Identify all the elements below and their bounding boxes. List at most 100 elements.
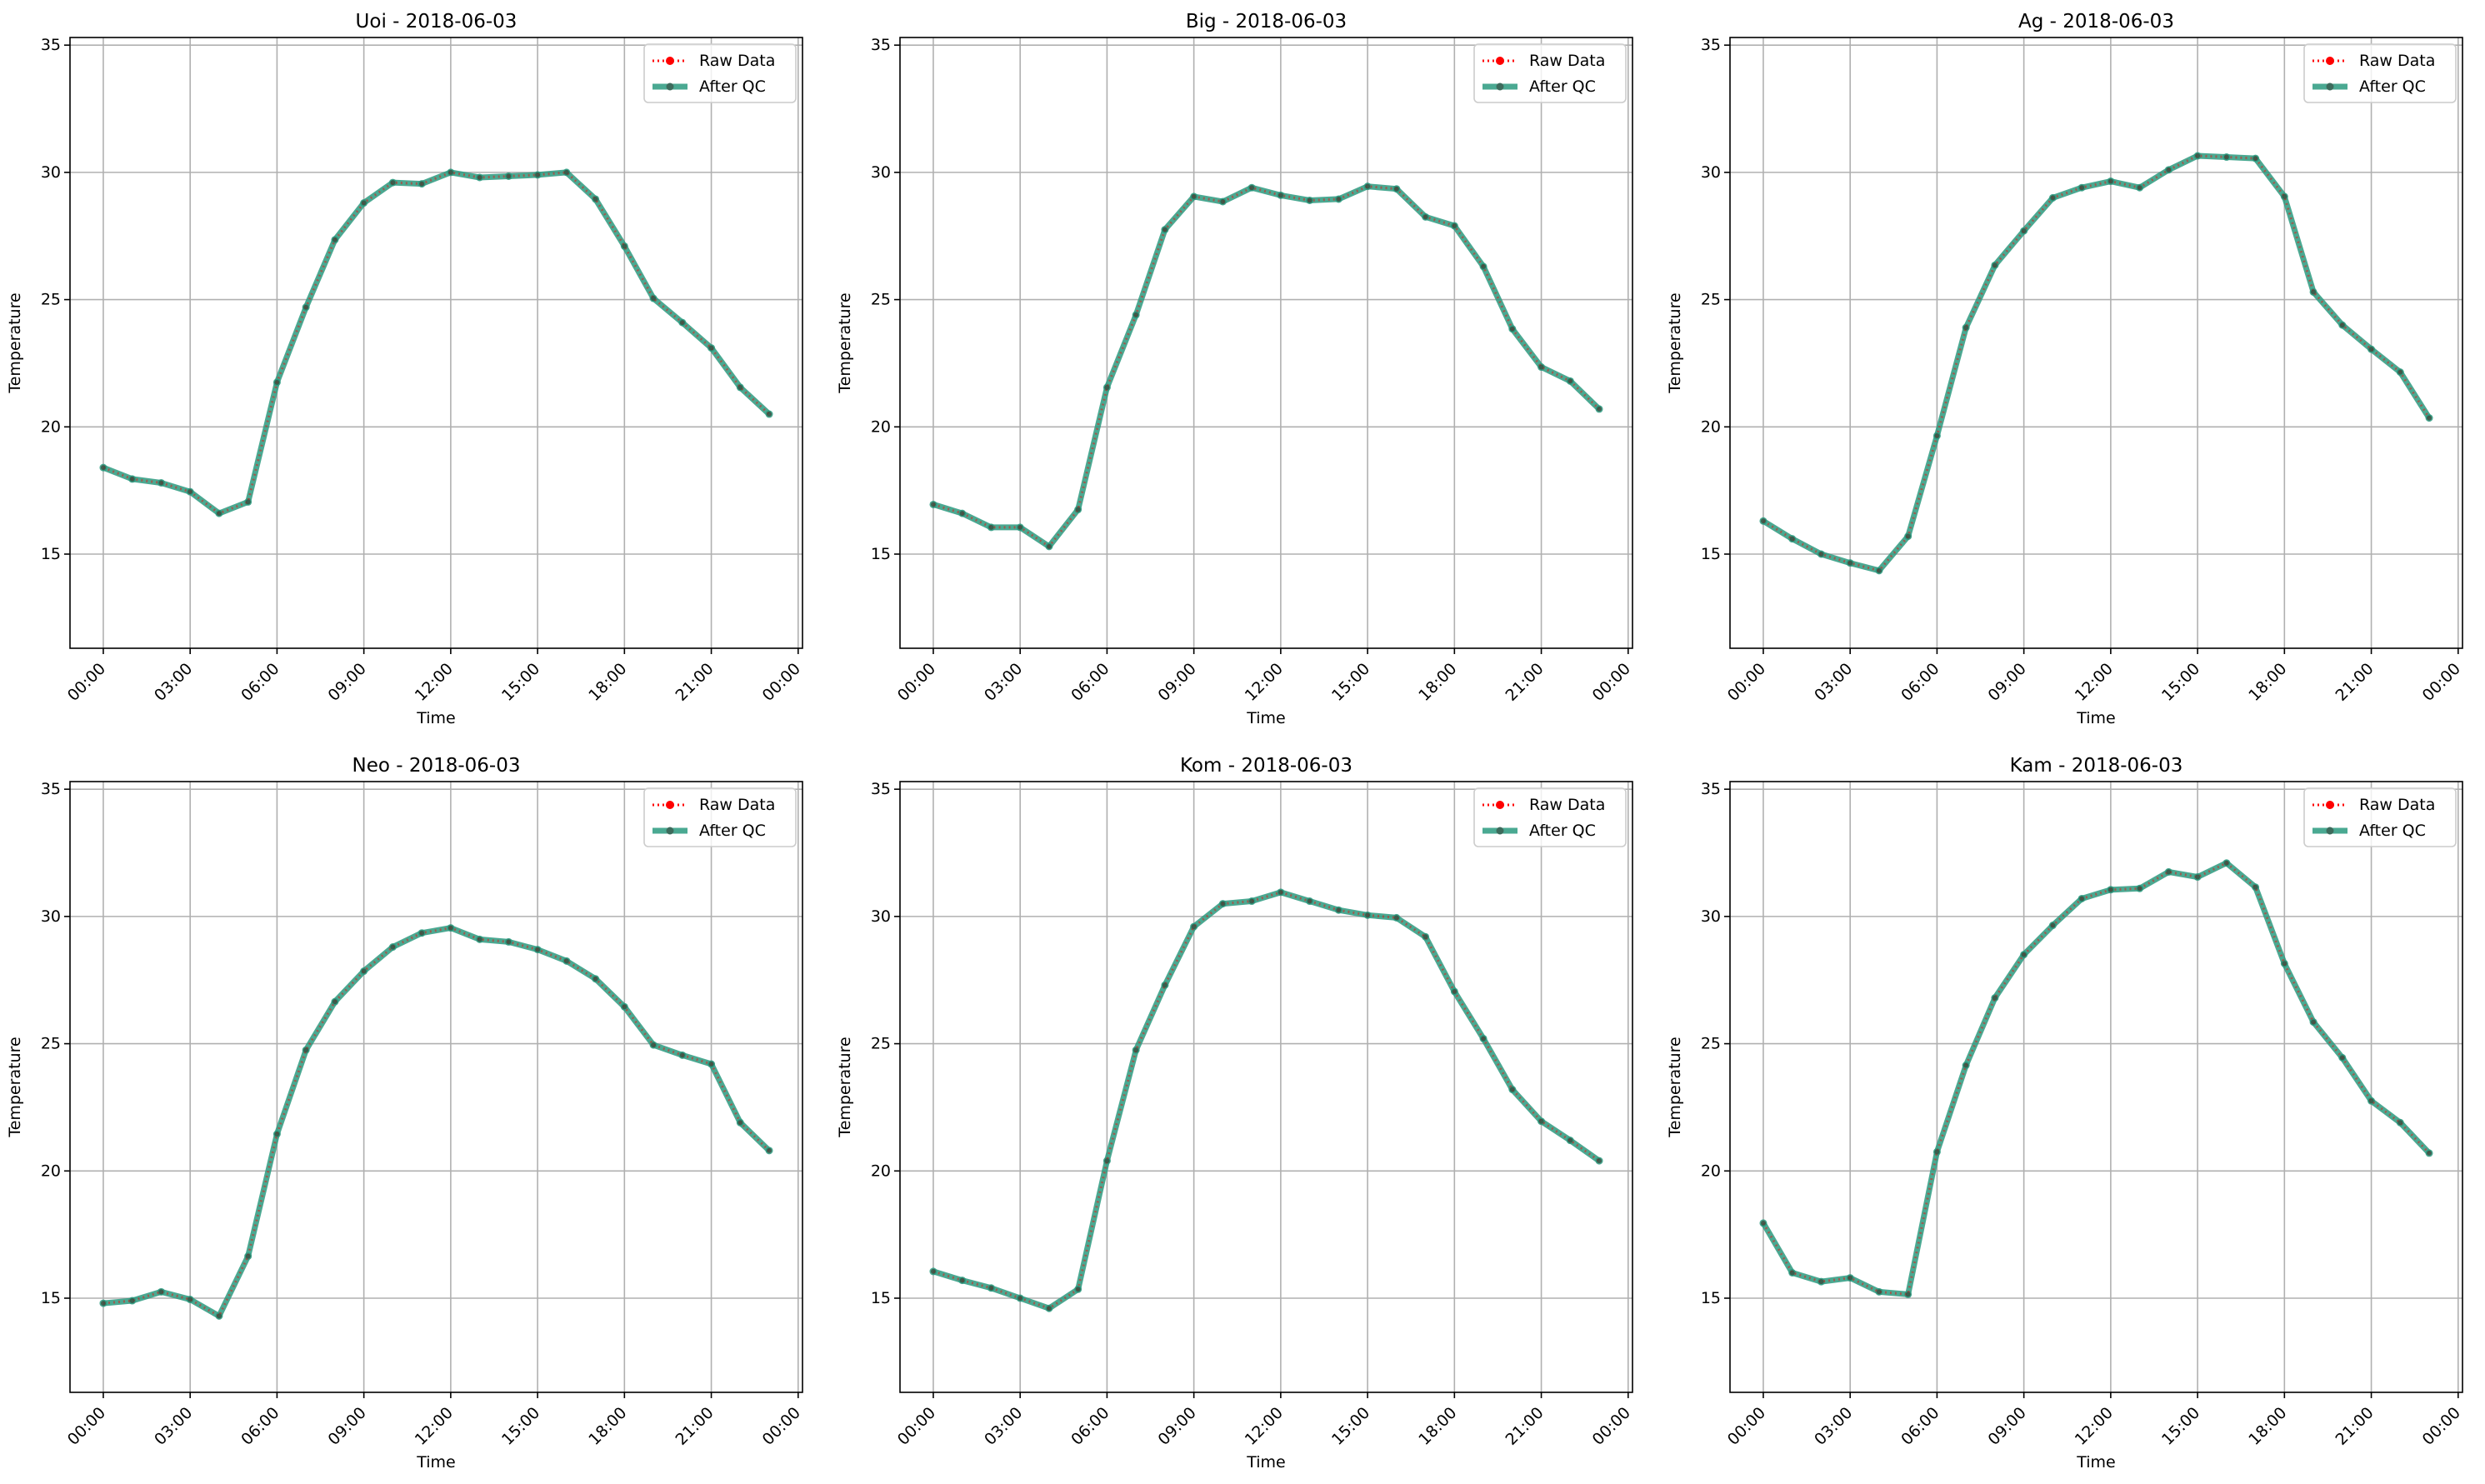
raw-data-point (1568, 378, 1573, 384)
x-tick-label: 00:00 (64, 1404, 109, 1449)
x-tick-label: 15:00 (1328, 660, 1373, 705)
raw-data-point (188, 489, 193, 495)
legend-raw-marker (1496, 57, 1504, 65)
raw-data-point (1162, 227, 1168, 232)
legend-label-raw-data: Raw Data (699, 52, 775, 70)
raw-data-point (1509, 1087, 1515, 1092)
raw-data-point (1104, 384, 1110, 390)
raw-data-point (1992, 262, 1998, 268)
raw-data-point (1597, 406, 1602, 412)
y-axis-label: Temperature (1666, 292, 1684, 393)
legend-label-raw-data: Raw Data (699, 796, 775, 814)
raw-data-point (2311, 289, 2317, 295)
raw-data-point (988, 1285, 994, 1291)
x-axis: 00:00 03:00 06:00 09:00 12:00 15:00 18:00 21:00… (64, 782, 804, 1449)
raw-data-point (1046, 543, 1052, 549)
series-after-qc (929, 888, 1603, 1312)
raw-data-point (2195, 874, 2201, 880)
series-after-qc (99, 168, 773, 517)
raw-data-point (158, 1289, 164, 1295)
legend-qc-marker (1496, 827, 1504, 835)
raw-data-point (1818, 1279, 1824, 1285)
raw-data-point (245, 499, 251, 505)
x-tick-label: 21:00 (1502, 1404, 1547, 1449)
raw-data-point (188, 1297, 193, 1302)
x-tick-label: 15:00 (2158, 660, 2203, 705)
raw-data-point (1568, 1137, 1573, 1143)
raw-data-point (1075, 507, 1081, 512)
x-axis-label: Time (416, 1453, 456, 1472)
x-tick-label: 18:00 (585, 1404, 630, 1449)
x-tick-label: 21:00 (2332, 1404, 2377, 1449)
x-tick-label: 00:00 (2419, 1404, 2464, 1449)
legend: Raw Data After QC (643, 787, 797, 847)
raw-data-line (1762, 861, 2431, 1297)
raw-data-point (1422, 214, 1428, 220)
raw-data-point (2166, 167, 2172, 172)
raw-data-point (1760, 1220, 1766, 1226)
raw-data-point (2427, 1150, 2432, 1156)
y-tick-label: 15 (871, 545, 891, 563)
raw-data-point (332, 237, 338, 242)
chart-title: Uoi - 2018-06-03 (356, 11, 518, 32)
raw-data-point (2223, 154, 2229, 160)
raw-data-point (2021, 952, 2027, 957)
x-tick-label: 06:00 (1898, 1404, 1942, 1449)
raw-data-point (448, 169, 453, 175)
raw-data-point (1789, 536, 1795, 542)
raw-data-point (1075, 1287, 1081, 1292)
raw-data-point (738, 1120, 743, 1126)
x-axis: 00:00 03:00 06:00 09:00 12:00 15:00 18:00 21:00… (1724, 782, 2464, 1449)
subplot-3: 00:00 03:00 06:00 09:00 12:00 15:00 18:00 21:00… (1666, 11, 2464, 727)
x-tick-label: 06:00 (238, 660, 282, 705)
legend-label-after-qc: After QC (2359, 77, 2426, 96)
raw-data-point (1905, 1292, 1911, 1297)
raw-data-point (708, 1062, 714, 1067)
raw-data-point (592, 976, 598, 982)
raw-data-line (102, 171, 771, 515)
raw-data-point (2252, 884, 2258, 890)
x-tick-label: 12:00 (1242, 1404, 1287, 1449)
raw-data-point (303, 1047, 309, 1053)
raw-data-point (1963, 325, 1969, 331)
x-tick-label: 00:00 (1724, 1404, 1769, 1449)
legend-label-after-qc: After QC (2359, 822, 2426, 840)
legend-qc-marker (666, 827, 674, 835)
raw-data-point (216, 511, 222, 517)
x-tick-label: 09:00 (1155, 660, 1200, 705)
x-tick-label: 00:00 (1589, 1404, 1634, 1449)
chart-title: Kom - 2018-06-03 (1180, 755, 1352, 777)
raw-data-point (361, 968, 367, 974)
raw-data-point (361, 200, 367, 206)
raw-data-point (767, 412, 772, 417)
raw-data-line (932, 891, 1600, 1310)
raw-data-point (2368, 1098, 2374, 1104)
series-after-qc (1759, 859, 2433, 1298)
y-tick-label: 15 (1701, 545, 1721, 563)
raw-data-point (1220, 901, 1226, 907)
raw-data-point (1452, 223, 1458, 229)
raw-data-point (2339, 322, 2345, 328)
x-tick-label: 15:00 (1328, 1404, 1373, 1449)
raw-data-point (738, 384, 743, 390)
raw-data-line (932, 185, 1601, 548)
raw-data-point (535, 172, 541, 177)
raw-data-point (2108, 887, 2113, 892)
legend-qc-marker (666, 82, 674, 91)
raw-data-point (2079, 185, 2085, 191)
y-axis: 15 20 25 30 35 (1701, 780, 2462, 1307)
x-tick-label: 00:00 (894, 660, 939, 705)
raw-data-point (930, 1268, 936, 1274)
x-tick-label: 00:00 (759, 1404, 804, 1449)
x-axis-label: Time (1246, 1453, 1286, 1472)
x-tick-label: 00:00 (894, 1404, 939, 1449)
raw-data-point (1934, 432, 1940, 438)
raw-data-point (2195, 153, 2201, 159)
raw-data-point (2137, 886, 2142, 892)
y-tick-label: 20 (1701, 417, 1721, 436)
x-axis: 00:00 03:00 06:00 09:00 12:00 15:00 18:00 21:00… (1724, 37, 2464, 705)
raw-data-line (102, 927, 771, 1318)
y-tick-label: 35 (871, 780, 891, 798)
raw-data-point (930, 502, 936, 507)
raw-data-point (2108, 178, 2113, 184)
